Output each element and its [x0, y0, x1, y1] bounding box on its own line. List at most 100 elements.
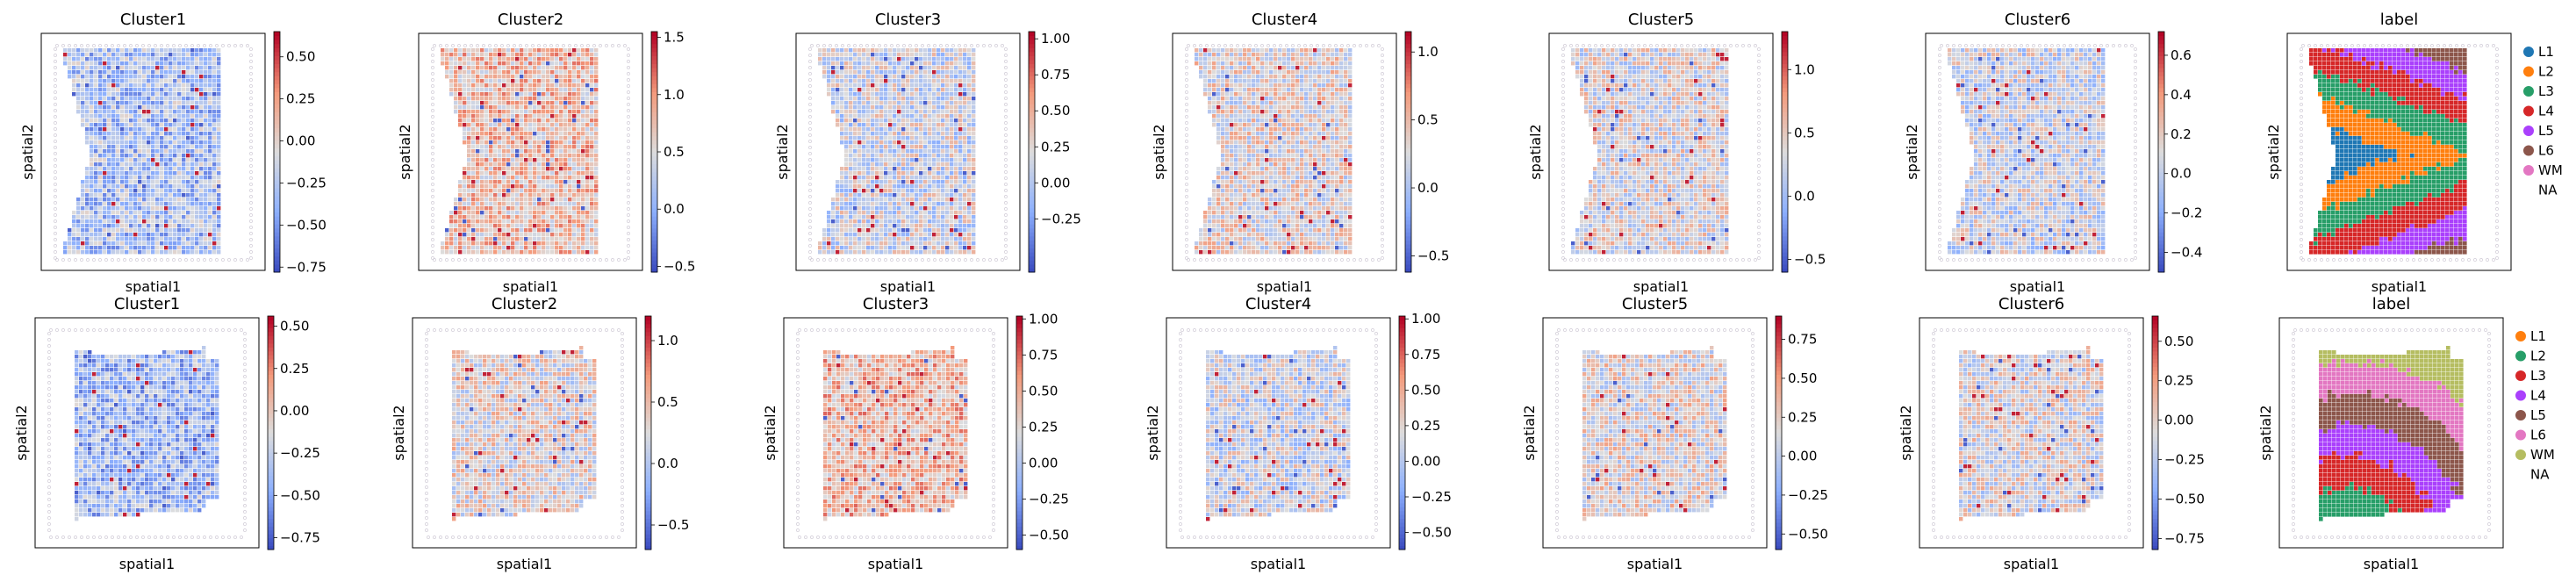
spot [493, 202, 498, 206]
spot [941, 92, 945, 97]
frame-spot [808, 47, 812, 51]
spot [98, 119, 103, 123]
spot [493, 101, 498, 105]
spot [204, 154, 208, 158]
spot [98, 233, 103, 237]
spot [190, 184, 195, 189]
spot [967, 105, 972, 110]
colorbar-tick-label: −0.25 [286, 175, 326, 190]
spot [577, 211, 581, 215]
spot [520, 233, 524, 237]
spot [94, 75, 98, 79]
spot [555, 57, 559, 61]
spot [594, 206, 599, 211]
frame-spot [54, 195, 57, 198]
spot [90, 57, 94, 61]
spot [542, 241, 546, 246]
spot [177, 237, 182, 241]
spot [94, 215, 98, 219]
spot [212, 162, 217, 167]
spot [849, 105, 853, 110]
spot [85, 250, 90, 255]
spot [888, 215, 893, 219]
spot [836, 57, 840, 61]
spot [133, 215, 138, 219]
spot [572, 154, 577, 158]
spot [182, 75, 186, 79]
spot [212, 97, 217, 101]
spot [840, 171, 844, 176]
spot [116, 136, 120, 140]
spot [85, 70, 90, 75]
spot [138, 140, 142, 145]
frame-spot [586, 258, 590, 262]
spot [853, 211, 857, 215]
spot [160, 70, 164, 75]
spot [138, 167, 142, 171]
spot [563, 61, 568, 66]
spot [498, 149, 502, 154]
spot [844, 184, 849, 189]
spot [458, 114, 463, 119]
spot [160, 215, 164, 219]
frame-spot [246, 44, 249, 47]
spot [581, 154, 585, 158]
spot [155, 66, 160, 70]
frame-spot [54, 109, 57, 112]
spot [138, 250, 142, 255]
spot [502, 92, 506, 97]
spot [910, 154, 915, 158]
spot [177, 180, 182, 184]
spot [142, 119, 147, 123]
spot [884, 206, 888, 211]
spot [489, 202, 493, 206]
spot [915, 61, 919, 66]
spot [212, 57, 217, 61]
spot [972, 193, 976, 198]
spot [498, 92, 502, 97]
spot [199, 246, 204, 250]
spot [471, 92, 476, 97]
spot [147, 101, 151, 105]
frame-spot [988, 44, 992, 47]
spot [177, 176, 182, 180]
colorbar-segment [651, 96, 657, 101]
spot [875, 123, 879, 127]
spot [489, 189, 493, 193]
spot [129, 241, 133, 246]
spot [972, 171, 976, 176]
spot [923, 48, 928, 53]
spot [98, 61, 103, 66]
spot [186, 233, 190, 237]
spot [484, 140, 489, 145]
spot [129, 136, 133, 140]
spot [893, 110, 897, 114]
colorbar-tick-label: 0.00 [286, 133, 315, 149]
frame-spot [80, 44, 83, 47]
spot [581, 219, 585, 224]
spot [515, 110, 520, 114]
spot [871, 167, 875, 171]
spot [138, 211, 142, 215]
spot [111, 140, 116, 145]
frame-spot [592, 44, 596, 47]
spot [862, 97, 866, 101]
colorbar-segment [651, 163, 657, 169]
spot [125, 101, 129, 105]
spot [208, 92, 212, 97]
spot [520, 88, 524, 92]
spot [958, 149, 963, 154]
spot [879, 97, 884, 101]
frame-spot [808, 78, 812, 82]
spot [111, 237, 116, 241]
frame-spot [123, 258, 126, 262]
spot [585, 228, 590, 233]
spot [590, 123, 594, 127]
spot [928, 154, 932, 158]
spot [463, 101, 467, 105]
spot [550, 211, 555, 215]
spot [484, 167, 489, 171]
spot [866, 132, 871, 136]
spot [550, 233, 555, 237]
spot [506, 189, 511, 193]
